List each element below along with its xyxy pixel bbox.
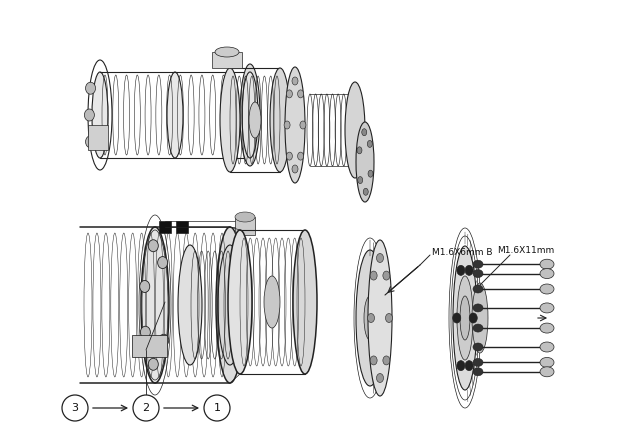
Text: M1.6X6mm B: M1.6X6mm B (432, 248, 493, 256)
Text: 1: 1 (214, 403, 221, 413)
Ellipse shape (140, 280, 150, 292)
Ellipse shape (148, 240, 158, 252)
Ellipse shape (286, 90, 292, 98)
Ellipse shape (141, 227, 169, 383)
Ellipse shape (473, 368, 483, 376)
Ellipse shape (540, 268, 554, 279)
Bar (212, 52, 242, 68)
Ellipse shape (284, 121, 290, 129)
Ellipse shape (285, 67, 305, 183)
Ellipse shape (370, 356, 377, 365)
Ellipse shape (249, 102, 261, 138)
Ellipse shape (292, 77, 298, 85)
Ellipse shape (473, 304, 483, 312)
Ellipse shape (178, 245, 202, 365)
Bar (88, 125, 108, 150)
Ellipse shape (293, 230, 317, 374)
Ellipse shape (235, 212, 255, 222)
Ellipse shape (540, 342, 554, 352)
Ellipse shape (356, 250, 384, 386)
Ellipse shape (473, 285, 483, 293)
Ellipse shape (457, 276, 473, 360)
Ellipse shape (540, 259, 554, 269)
Ellipse shape (298, 90, 303, 98)
Ellipse shape (465, 265, 473, 276)
Ellipse shape (167, 72, 183, 158)
Ellipse shape (368, 170, 373, 177)
Ellipse shape (358, 177, 363, 183)
Ellipse shape (240, 64, 260, 166)
Ellipse shape (140, 326, 150, 338)
Ellipse shape (215, 47, 239, 57)
Ellipse shape (540, 303, 554, 313)
Ellipse shape (540, 284, 554, 294)
Circle shape (133, 395, 159, 421)
Ellipse shape (385, 314, 392, 323)
Ellipse shape (460, 296, 470, 340)
Ellipse shape (357, 147, 362, 154)
Ellipse shape (452, 313, 461, 323)
Ellipse shape (300, 121, 306, 129)
Ellipse shape (84, 109, 94, 121)
Ellipse shape (264, 276, 280, 328)
Ellipse shape (364, 188, 368, 195)
Ellipse shape (472, 283, 488, 353)
Ellipse shape (473, 358, 483, 366)
Ellipse shape (356, 122, 374, 202)
Ellipse shape (376, 373, 383, 382)
Ellipse shape (92, 72, 108, 158)
Ellipse shape (376, 253, 383, 263)
Ellipse shape (368, 240, 392, 396)
Ellipse shape (228, 230, 252, 374)
Ellipse shape (540, 367, 554, 377)
Text: M1.6X11mm: M1.6X11mm (497, 245, 554, 254)
Ellipse shape (86, 136, 95, 148)
Ellipse shape (469, 313, 477, 323)
Ellipse shape (292, 165, 298, 173)
Ellipse shape (457, 361, 465, 371)
Ellipse shape (216, 227, 244, 383)
Bar (132, 335, 167, 357)
Ellipse shape (298, 152, 303, 160)
Ellipse shape (345, 82, 365, 178)
Text: 3: 3 (72, 403, 79, 413)
Text: 2: 2 (143, 403, 150, 413)
Ellipse shape (270, 68, 290, 172)
Ellipse shape (540, 358, 554, 367)
Ellipse shape (473, 343, 483, 351)
Ellipse shape (367, 314, 374, 323)
Ellipse shape (218, 245, 242, 365)
Ellipse shape (465, 361, 473, 371)
Ellipse shape (157, 256, 168, 268)
Ellipse shape (86, 82, 95, 94)
Ellipse shape (370, 271, 377, 280)
Ellipse shape (383, 271, 390, 280)
Ellipse shape (242, 72, 258, 158)
Circle shape (204, 395, 230, 421)
Bar (159, 221, 171, 233)
Ellipse shape (540, 323, 554, 333)
Ellipse shape (220, 68, 240, 172)
Circle shape (62, 395, 88, 421)
Ellipse shape (159, 334, 169, 346)
Ellipse shape (367, 140, 372, 148)
Ellipse shape (473, 324, 483, 332)
Ellipse shape (362, 129, 367, 136)
Ellipse shape (453, 246, 477, 390)
Bar (235, 217, 255, 235)
Ellipse shape (473, 270, 483, 278)
Ellipse shape (457, 265, 465, 276)
Ellipse shape (286, 152, 292, 160)
Bar (176, 221, 188, 233)
Ellipse shape (383, 356, 390, 365)
Ellipse shape (148, 358, 158, 370)
Ellipse shape (473, 260, 483, 268)
Ellipse shape (364, 296, 376, 340)
